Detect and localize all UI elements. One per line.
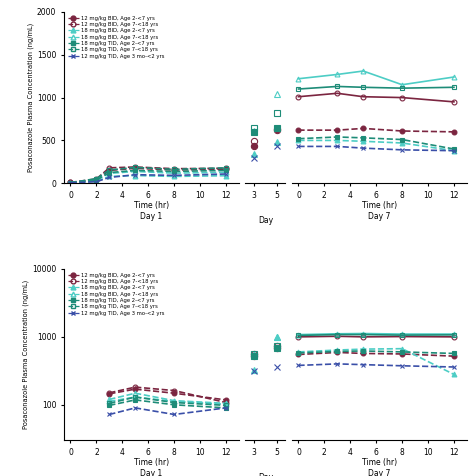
X-axis label: Time (hr)
Day 1: Time (hr) Day 1	[134, 458, 169, 476]
X-axis label: Time (hr)
Day 7: Time (hr) Day 7	[362, 458, 397, 476]
Legend: 12 mg/kg BID, Age 2-<7 yrs, 12 mg/kg BID, Age 7-<18 yrs, 18 mg/kg BID, Age 2-<7 : 12 mg/kg BID, Age 2-<7 yrs, 12 mg/kg BID…	[67, 15, 166, 60]
X-axis label: Day: Day	[258, 216, 273, 225]
X-axis label: Time (hr)
Day 7: Time (hr) Day 7	[362, 201, 397, 221]
Y-axis label: Posaconazole Plasma Concentration (ng/mL): Posaconazole Plasma Concentration (ng/mL…	[23, 280, 29, 429]
X-axis label: Day: Day	[258, 473, 273, 476]
X-axis label: Time (hr)
Day 1: Time (hr) Day 1	[134, 201, 169, 221]
Legend: 12 mg/kg BID, Age 2-<7 yrs, 12 mg/kg BID, Age 7-<18 yrs, 18 mg/kg BID, Age 2-<7 : 12 mg/kg BID, Age 2-<7 yrs, 12 mg/kg BID…	[67, 272, 166, 317]
Y-axis label: Posaconazole Plasma Concentration (ng/mL): Posaconazole Plasma Concentration (ng/mL…	[27, 23, 34, 172]
